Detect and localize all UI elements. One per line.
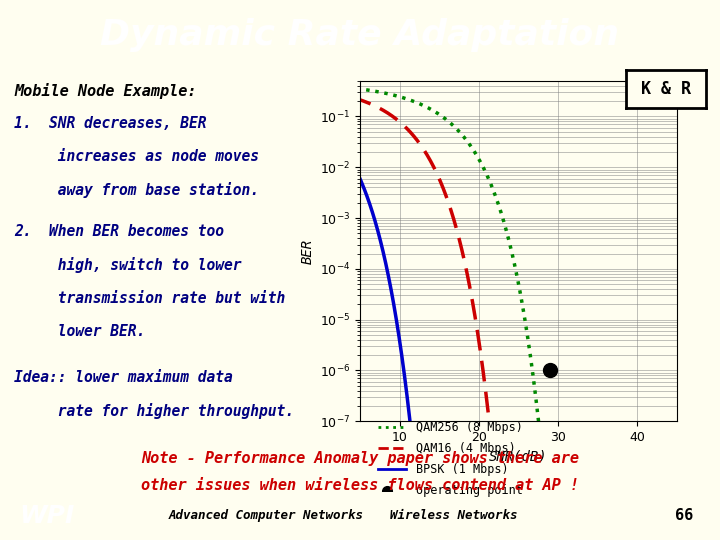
Text: K & R: K & R bbox=[641, 80, 691, 98]
Text: Dynamic Rate Adaptation: Dynamic Rate Adaptation bbox=[100, 18, 620, 52]
Text: Note - Performance Anomaly paper shows there are: Note - Performance Anomaly paper shows t… bbox=[141, 451, 579, 466]
Text: rate for higher throughput.: rate for higher throughput. bbox=[14, 403, 294, 419]
Text: increases as node moves: increases as node moves bbox=[14, 149, 259, 164]
Text: Mobile Node Example:: Mobile Node Example: bbox=[14, 83, 197, 99]
Text: QAM16 (4 Mbps): QAM16 (4 Mbps) bbox=[415, 442, 516, 455]
Text: Wireless Networks: Wireless Networks bbox=[390, 509, 518, 522]
Text: 1.  SNR decreases, BER: 1. SNR decreases, BER bbox=[14, 116, 207, 131]
Text: Idea:: lower maximum data: Idea:: lower maximum data bbox=[14, 369, 233, 384]
Text: WPI: WPI bbox=[19, 504, 74, 528]
Text: Advanced Computer Networks: Advanced Computer Networks bbox=[169, 509, 364, 522]
Text: QAM256 (8 Mbps): QAM256 (8 Mbps) bbox=[415, 421, 523, 434]
Text: BPSK (1 Mbps): BPSK (1 Mbps) bbox=[415, 463, 508, 476]
Text: transmission rate but with: transmission rate but with bbox=[14, 291, 286, 306]
Text: high, switch to lower: high, switch to lower bbox=[14, 257, 242, 273]
Text: operating point: operating point bbox=[415, 484, 523, 497]
Text: lower BER.: lower BER. bbox=[14, 324, 145, 339]
Y-axis label: BER: BER bbox=[300, 239, 315, 264]
Text: 66: 66 bbox=[675, 508, 693, 523]
Text: away from base station.: away from base station. bbox=[14, 183, 259, 199]
Text: 2.  When BER becomes too: 2. When BER becomes too bbox=[14, 224, 225, 239]
Text: other issues when wireless flows contend at AP !: other issues when wireless flows contend… bbox=[141, 478, 579, 493]
X-axis label: SNR(dB): SNR(dB) bbox=[489, 449, 548, 463]
